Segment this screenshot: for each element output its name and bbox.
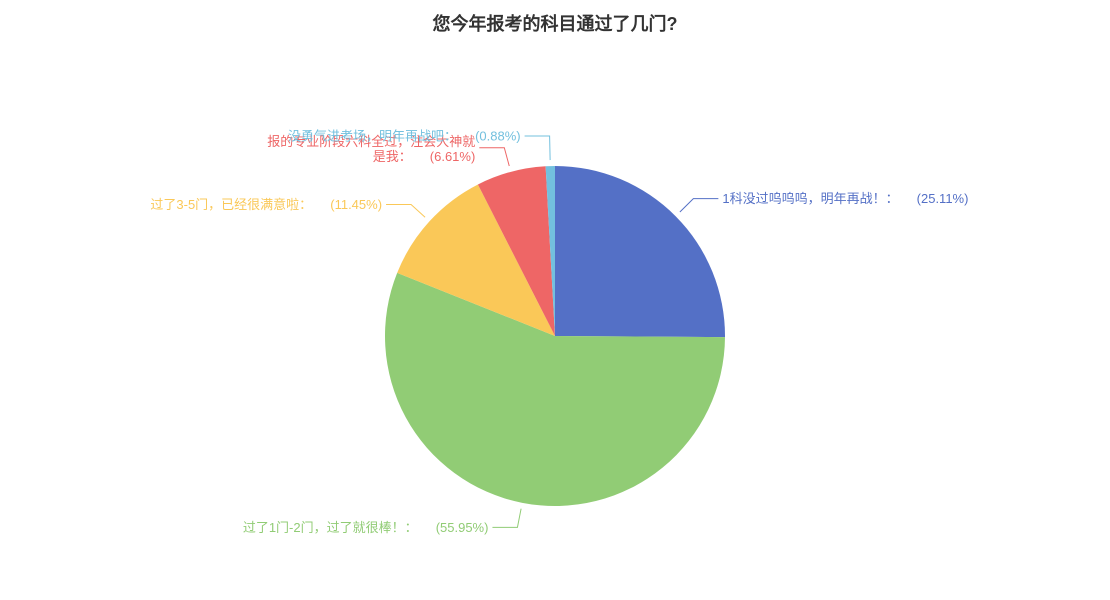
pie-label: 没勇气进考场，明年再战吧： (0.88%) xyxy=(288,129,521,144)
pie-slice[interactable] xyxy=(555,166,725,337)
leader-line xyxy=(492,509,521,528)
leader-line xyxy=(386,204,425,217)
leader-line xyxy=(479,148,509,166)
pie-label: 过了3-5门，已经很满意啦： (11.45%) xyxy=(150,197,382,212)
pie-label: 过了1门-2门，过了就很棒！： (55.95%) xyxy=(243,520,489,535)
pie-chart: 1科没过呜呜呜，明年再战！： (25.11%) 过了1门-2门，过了就很棒！： (… xyxy=(0,36,1110,596)
chart-title: 您今年报考的科目通过了几门? xyxy=(0,0,1110,36)
leader-line xyxy=(680,199,718,212)
pie-label: 1科没过呜呜呜，明年再战！： (25.11%) xyxy=(722,191,968,206)
leader-line xyxy=(525,136,551,160)
